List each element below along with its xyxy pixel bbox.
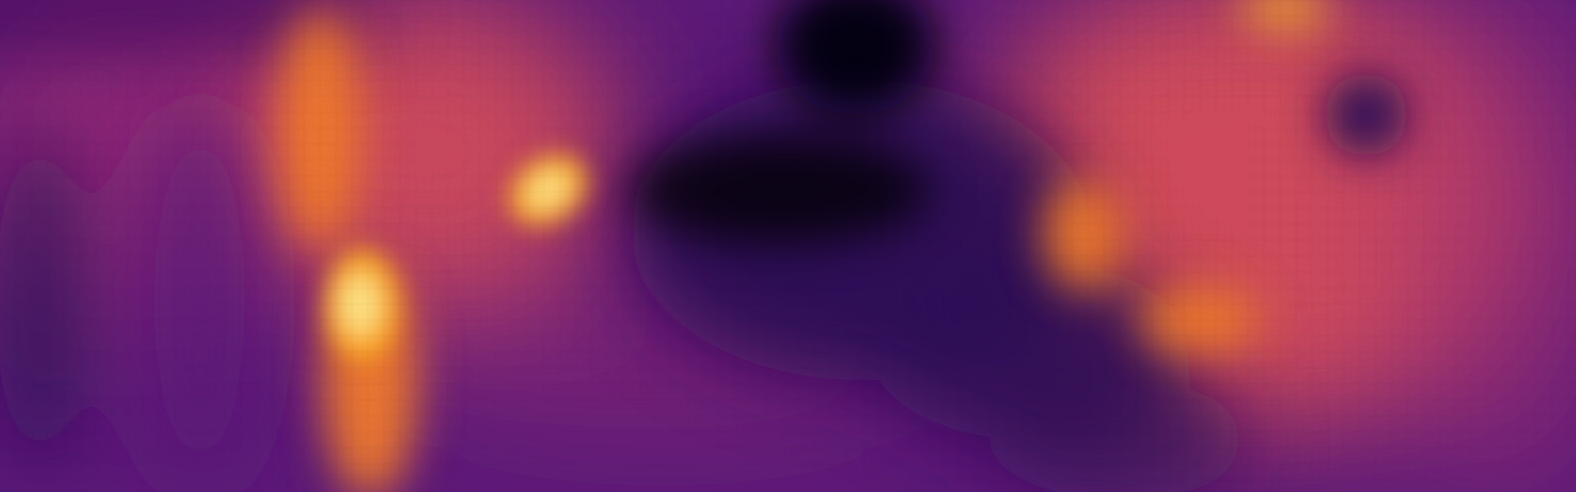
depth-heatmap [0,0,1576,492]
pixel-texture [0,0,1576,492]
heatmap-svg [0,0,1576,492]
